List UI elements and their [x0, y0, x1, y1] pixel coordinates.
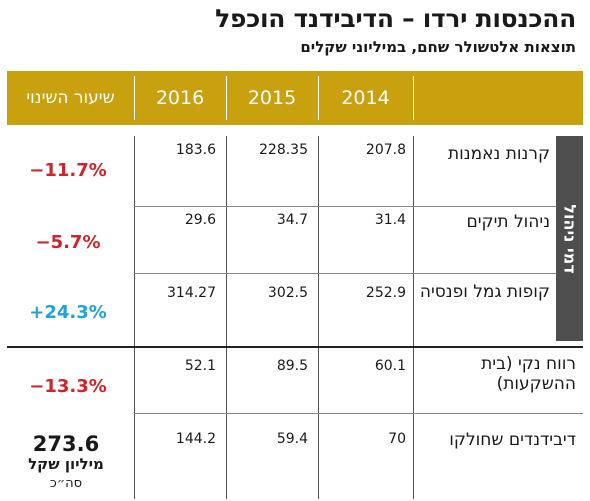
- row-label: ניהול תיקים: [466, 212, 550, 232]
- cell-value: 183.6: [175, 142, 216, 158]
- header-divider: [413, 76, 414, 120]
- header-divider: [134, 76, 135, 120]
- cell-value: 34.7: [276, 212, 308, 228]
- header-divider: [226, 76, 227, 120]
- cell-value: 59.4: [276, 431, 308, 447]
- change-value: +24.3%: [29, 302, 107, 323]
- chart-subtitle: תוצאות אלטשולר שחם, במיליוני שקלים: [300, 38, 576, 56]
- cell-value: 52.1: [184, 358, 216, 374]
- row-divider: [134, 413, 583, 414]
- side-label: דמי ניהול: [560, 203, 579, 274]
- column-divider: [134, 136, 135, 499]
- cell-value: 314.27: [167, 285, 216, 301]
- column-divider: [226, 136, 227, 499]
- total-dividends-value: 273.6: [32, 432, 100, 456]
- table-header-bar: [7, 71, 583, 125]
- section-divider: [7, 346, 583, 348]
- header-year-2016: 2016: [155, 87, 205, 109]
- cell-value: 144.2: [175, 431, 216, 447]
- cell-value: 29.6: [184, 212, 216, 228]
- column-divider: [413, 136, 414, 499]
- cell-value: 60.1: [374, 358, 406, 374]
- cell-value: 31.4: [374, 212, 406, 228]
- cell-value: 252.9: [365, 285, 406, 301]
- management-fees-band: דמי ניהול: [556, 136, 583, 341]
- header-year-2015: 2015: [247, 87, 297, 109]
- change-value: −5.7%: [35, 232, 101, 253]
- column-divider: [318, 136, 319, 499]
- row-label: קרנות נאמנות: [448, 144, 550, 164]
- row-divider: [134, 273, 556, 274]
- chart-title: ההכנסות ירדו – הדיבידנד הוכפל: [215, 4, 576, 33]
- cell-value: 207.8: [365, 142, 406, 158]
- row-label: דיבידנדים שחולקו: [449, 430, 576, 450]
- change-value: −13.3%: [29, 376, 107, 397]
- total-label: סה״כ: [49, 476, 83, 491]
- cell-value: 89.5: [276, 358, 308, 374]
- row-label: קופות גמל ופנסיה: [419, 282, 550, 302]
- row-divider: [134, 206, 556, 207]
- change-value: −11.7%: [29, 160, 107, 181]
- header-change: שיעור השינוי: [26, 88, 115, 108]
- cell-value: 70: [388, 431, 406, 447]
- cell-value: 302.5: [267, 285, 308, 301]
- header-year-2014: 2014: [341, 87, 390, 109]
- cell-value: 228.35: [259, 142, 308, 158]
- header-divider: [318, 76, 319, 120]
- row-label: רווח נקי (בית ההשקעות): [481, 354, 576, 394]
- total-dividends-unit: מיליון שקל: [28, 455, 104, 473]
